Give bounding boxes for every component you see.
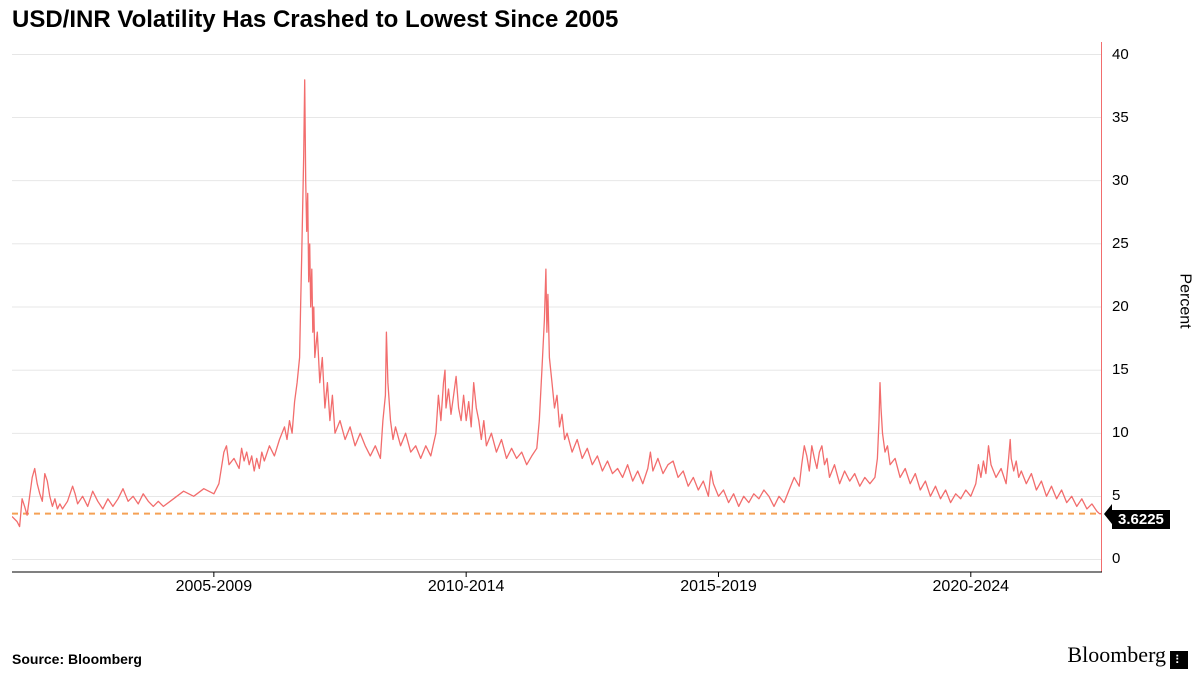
x-tick-label: 2015-2019 [680,578,757,596]
y-tick-label: 20 [1112,298,1129,315]
brand-text: Bloomberg [1067,642,1166,667]
chart-title: USD/INR Volatility Has Crashed to Lowest… [12,6,618,34]
current-value-flag: 3.6225 [1104,504,1170,529]
x-tick-label: 2020-2024 [933,578,1010,596]
y-tick-label: 0 [1112,550,1120,567]
y-tick-label: 15 [1112,361,1129,378]
chart-container: USD/INR Volatility Has Crashed to Lowest… [0,0,1200,675]
chart-plot-area [12,42,1102,602]
brand-logo: Bloomberg⠇ [1067,642,1188,669]
x-tick-label: 2005-2009 [176,578,253,596]
y-tick-label: 10 [1112,424,1129,441]
brand-icon: ⠇ [1170,651,1188,669]
y-tick-label: 30 [1112,172,1129,189]
current-value-text: 3.6225 [1112,510,1170,529]
y-tick-label: 40 [1112,46,1129,63]
x-tick-label: 2010-2014 [428,578,505,596]
y-tick-label: 5 [1112,487,1120,504]
y-tick-label: 25 [1112,235,1129,252]
y-axis-label: Percent [1176,273,1194,328]
source-attribution: Source: Bloomberg [12,651,142,667]
y-tick-label: 35 [1112,109,1129,126]
